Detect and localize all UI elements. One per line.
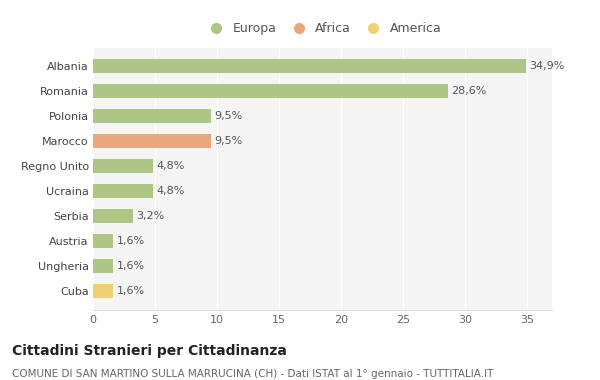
Bar <box>93 284 113 298</box>
Bar <box>93 184 152 198</box>
Bar <box>93 134 211 148</box>
Text: Cittadini Stranieri per Cittadinanza: Cittadini Stranieri per Cittadinanza <box>12 344 287 358</box>
Text: 9,5%: 9,5% <box>215 111 243 121</box>
Text: 28,6%: 28,6% <box>452 86 487 96</box>
Bar <box>93 109 211 123</box>
Bar <box>93 159 152 173</box>
Text: 1,6%: 1,6% <box>116 261 145 271</box>
Bar <box>93 59 526 73</box>
Text: 4,8%: 4,8% <box>156 186 185 196</box>
Bar <box>93 84 448 98</box>
Bar <box>93 209 133 223</box>
Legend: Europa, Africa, America: Europa, Africa, America <box>199 17 446 40</box>
Text: 4,8%: 4,8% <box>156 161 185 171</box>
Text: 3,2%: 3,2% <box>136 211 164 221</box>
Text: COMUNE DI SAN MARTINO SULLA MARRUCINA (CH) - Dati ISTAT al 1° gennaio - TUTTITAL: COMUNE DI SAN MARTINO SULLA MARRUCINA (C… <box>12 369 493 378</box>
Text: 1,6%: 1,6% <box>116 286 145 296</box>
Text: 1,6%: 1,6% <box>116 236 145 246</box>
Text: 34,9%: 34,9% <box>530 61 565 71</box>
Bar <box>93 234 113 248</box>
Bar <box>93 259 113 273</box>
Text: 9,5%: 9,5% <box>215 136 243 146</box>
